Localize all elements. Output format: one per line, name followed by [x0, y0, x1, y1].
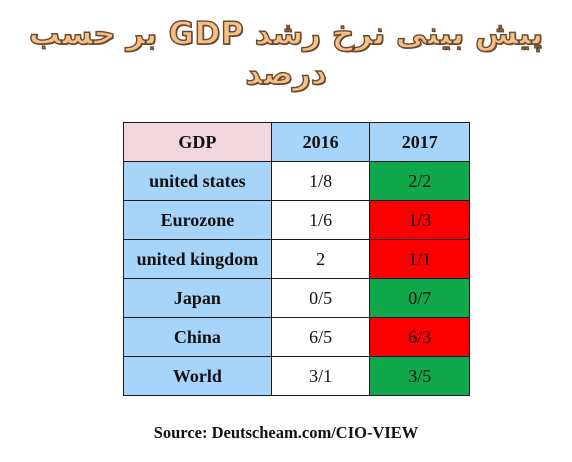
row-label: Eurozone [123, 200, 272, 240]
source-caption: Source: Deutscheam.com/CIO-VIEW [153, 423, 419, 442]
header-gdp: GDP [123, 122, 272, 162]
table-header-row: GDP 2016 2017 [123, 122, 470, 162]
row-label: united kingdom [123, 239, 272, 279]
value-2016: 2 [270, 239, 371, 279]
header-2016: 2016 [270, 122, 371, 162]
gdp-forecast-table: GDP 2016 2017 united states 1/8 2/2 Euro… [123, 122, 470, 396]
value-2016: 3/1 [270, 356, 371, 396]
value-2017: 1/3 [369, 200, 470, 240]
table-row: World 3/1 3/5 [123, 356, 470, 396]
value-2017: 3/5 [369, 356, 470, 396]
table-row: united states 1/8 2/2 [123, 161, 470, 201]
row-label: China [123, 317, 272, 357]
row-label: united states [123, 161, 272, 201]
value-2016: 1/8 [270, 161, 371, 201]
value-2016: 0/5 [270, 278, 371, 318]
row-label: Japan [123, 278, 272, 318]
value-2017: 2/2 [369, 161, 470, 201]
table-row: united kingdom 2 1/1 [123, 239, 470, 279]
value-2016: 6/5 [270, 317, 371, 357]
table-row: China 6/5 6/3 [123, 317, 470, 357]
page-title: پیش بینی نرخ رشد GDP بر حسب درصد [28, 15, 544, 92]
header-2017: 2017 [369, 122, 470, 162]
value-2017: 0/7 [369, 278, 470, 318]
value-2016: 1/6 [270, 200, 371, 240]
row-label: World [123, 356, 272, 396]
value-2017: 6/3 [369, 317, 470, 357]
value-2017: 1/1 [369, 239, 470, 279]
table-row: Japan 0/5 0/7 [123, 278, 470, 318]
table-row: Eurozone 1/6 1/3 [123, 200, 470, 240]
